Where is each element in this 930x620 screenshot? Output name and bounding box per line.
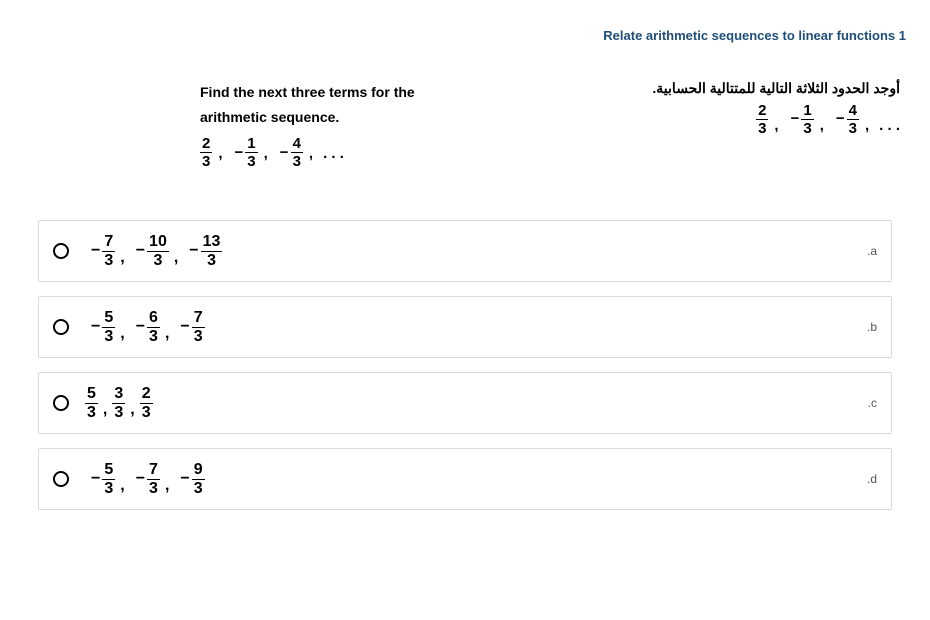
fraction: 13 (245, 136, 257, 169)
fraction: 13 (801, 103, 813, 136)
radio-icon[interactable] (53, 395, 69, 411)
question-sequence-ar: 23,−13,−43,. . . (560, 103, 900, 136)
fraction: 23 (756, 103, 768, 136)
fraction: 43 (847, 103, 859, 136)
option-sequence: 53,33, 23 (85, 386, 153, 421)
separator: , (774, 117, 778, 136)
fraction: 23 (140, 386, 153, 421)
minus-sign: − (280, 144, 289, 161)
minus-sign: − (189, 242, 198, 259)
separator: , (820, 117, 824, 136)
separator: , (120, 249, 124, 269)
separator: , (309, 140, 313, 169)
fraction: 53 (102, 462, 115, 497)
answer-option[interactable]: 53,33, 23 .c (38, 372, 892, 434)
option-sequence: −73,−103,−133 (85, 234, 222, 269)
separator: , (120, 325, 124, 345)
answer-option[interactable]: −53,−63,−73.b (38, 296, 892, 358)
question-en-line2: arithmetic sequence. (200, 105, 500, 130)
minus-sign: − (235, 144, 244, 161)
page-title: Relate arithmetic sequences to linear fu… (603, 28, 906, 43)
minus-sign: − (180, 470, 189, 487)
option-letter: .b (867, 320, 877, 334)
minus-sign: − (836, 110, 845, 127)
question-ar-text: أوجد الحدود الثلاثة التالية للمتتالية ال… (560, 80, 900, 97)
minus-sign: − (180, 318, 189, 335)
option-sequence: −53,−63,−73 (85, 310, 205, 345)
separator: , (165, 477, 169, 497)
answer-option[interactable]: −73,−103,−133.a (38, 220, 892, 282)
option-letter: .c (868, 396, 877, 410)
separator: , (165, 325, 169, 345)
question-arabic: أوجد الحدود الثلاثة التالية للمتتالية ال… (560, 80, 900, 136)
minus-sign: − (91, 242, 100, 259)
fraction: 33 (112, 386, 125, 421)
radio-icon[interactable] (53, 243, 69, 259)
minus-sign: − (91, 318, 100, 335)
ellipsis: . . . (323, 140, 344, 169)
separator: , (174, 249, 178, 269)
radio-icon[interactable] (53, 319, 69, 335)
fraction: 133 (201, 234, 223, 269)
fraction: 103 (147, 234, 169, 269)
minus-sign: − (136, 242, 145, 259)
question-english: Find the next three terms for the arithm… (200, 80, 500, 169)
ellipsis: . . . (879, 117, 900, 136)
separator: , (264, 140, 268, 169)
separator: , (103, 401, 107, 421)
fraction: 63 (147, 310, 160, 345)
minus-sign: − (136, 470, 145, 487)
fraction: 93 (192, 462, 205, 497)
fraction: 53 (85, 386, 98, 421)
minus-sign: − (136, 318, 145, 335)
separator: , (130, 401, 134, 421)
option-sequence: −53,−73,−93 (85, 462, 205, 497)
separator: , (120, 477, 124, 497)
answer-option[interactable]: −53,−73,−93.d (38, 448, 892, 510)
separator: , (218, 140, 222, 169)
minus-sign: − (91, 470, 100, 487)
answer-options: −73,−103,−133.a−53,−63,−73.b53,33,23.c−5… (38, 220, 892, 524)
question-en-line1: Find the next three terms for the (200, 80, 500, 105)
fraction: 53 (102, 310, 115, 345)
option-letter: .a (867, 244, 877, 258)
fraction: 73 (147, 462, 160, 497)
fraction: 73 (192, 310, 205, 345)
fraction: 23 (200, 136, 212, 169)
fraction: 43 (291, 136, 303, 169)
question-sequence-en: 23,−13,−43,. . . (200, 136, 500, 169)
radio-icon[interactable] (53, 471, 69, 487)
option-letter: .d (867, 472, 877, 486)
minus-sign: − (791, 110, 800, 127)
fraction: 73 (102, 234, 115, 269)
separator: , (865, 117, 869, 136)
